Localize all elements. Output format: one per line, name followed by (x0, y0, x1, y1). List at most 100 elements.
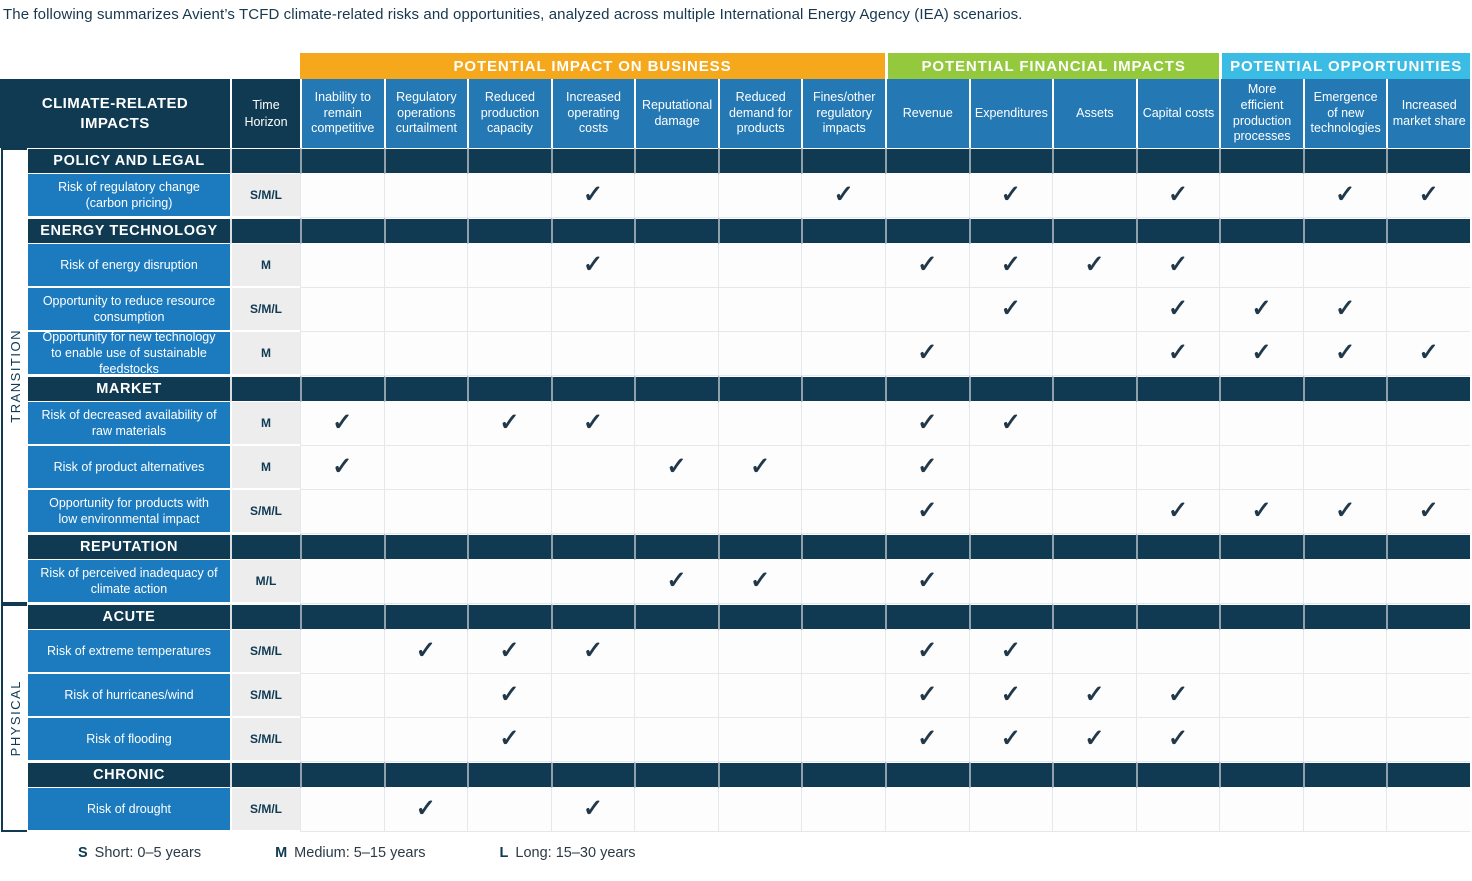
column-header: Expenditures (968, 79, 1053, 148)
matrix-cell: ✓ (1219, 490, 1303, 534)
check-icon: ✓ (499, 680, 520, 708)
matrix-cell (1052, 174, 1136, 218)
check-icon: ✓ (582, 250, 604, 278)
matrix-cell (300, 490, 384, 534)
matrix-cell (300, 244, 384, 288)
matrix-cell: ✓ (634, 446, 718, 490)
section-band-cell (467, 218, 551, 244)
check-icon: ✓ (1335, 496, 1356, 524)
section-band-cell (550, 534, 635, 560)
section-band-cell (1135, 218, 1220, 244)
matrix-cell: ✓ (717, 560, 802, 604)
check-icon: ✓ (1084, 724, 1105, 752)
section-band-cell (1386, 218, 1470, 244)
matrix-cell (968, 560, 1053, 604)
matrix-cell (1135, 402, 1220, 446)
check-icon: ✓ (917, 680, 938, 708)
matrix-cell: ✓ (1135, 332, 1220, 376)
matrix-cell (383, 560, 468, 604)
matrix-cell (1302, 446, 1387, 490)
matrix-cell: ✓ (1135, 288, 1220, 332)
section-band-cell (1135, 148, 1220, 174)
group-header-business: POTENTIAL IMPACT ON BUSINESS (300, 53, 885, 79)
matrix-cell: ✓ (550, 244, 635, 288)
section-band-cell (300, 762, 384, 788)
section-band-cell (968, 604, 1053, 630)
section-band-cell (717, 376, 802, 402)
section-band-cell (467, 148, 551, 174)
matrix-cell: ✓ (1052, 718, 1136, 762)
check-icon: ✓ (582, 180, 604, 208)
column-header: Increased market share (1386, 79, 1470, 148)
check-icon: ✓ (1418, 338, 1439, 366)
matrix-cell (1219, 244, 1303, 288)
section-band-cell (884, 148, 969, 174)
matrix-cell (634, 174, 718, 218)
section-band-cell (717, 604, 802, 630)
legend-item: M Medium: 5–15 years (275, 845, 425, 861)
matrix-cell (1386, 560, 1470, 604)
section-header: MARKET (28, 376, 230, 402)
section-band-cell (884, 534, 969, 560)
matrix-cell (1386, 674, 1470, 718)
matrix-cell (884, 788, 969, 832)
matrix-cell: ✓ (467, 402, 551, 446)
matrix-cell: ✓ (1052, 674, 1136, 718)
section-band-cell (230, 376, 300, 402)
column-header: Reputational damage (634, 79, 718, 148)
section-band-cell (968, 218, 1053, 244)
matrix-cell (300, 718, 384, 762)
matrix-cell (383, 718, 468, 762)
section-band-cell (300, 148, 384, 174)
section-band-cell (383, 534, 468, 560)
section-band-cell (1052, 376, 1136, 402)
matrix-cell: ✓ (1135, 718, 1220, 762)
matrix-cell (1386, 718, 1470, 762)
matrix-cell (717, 718, 802, 762)
matrix-cell (467, 490, 551, 534)
time-horizon-header: Time Horizon (230, 79, 300, 148)
section-band-cell (550, 604, 635, 630)
check-icon: ✓ (582, 408, 604, 436)
time-horizon-cell: S/M/L (230, 674, 300, 718)
check-icon: ✓ (917, 452, 938, 480)
section-band-cell (1135, 762, 1220, 788)
check-icon: ✓ (750, 566, 771, 594)
column-header: Increased operating costs (550, 79, 635, 148)
section-band-cell (467, 376, 551, 402)
matrix-cell: ✓ (467, 674, 551, 718)
column-header: Fines/other regulatory impacts (801, 79, 885, 148)
row-label: Risk of energy disruption (28, 244, 230, 288)
matrix-cell (1386, 788, 1470, 832)
matrix-cell: ✓ (968, 718, 1053, 762)
matrix-cell (634, 630, 718, 674)
matrix-cell (467, 174, 551, 218)
time-horizon-cell: M (230, 332, 300, 376)
check-icon: ✓ (1251, 338, 1272, 366)
check-icon: ✓ (1000, 680, 1021, 708)
matrix-cell (467, 332, 551, 376)
matrix-cell (1386, 630, 1470, 674)
section-band-cell (1386, 762, 1470, 788)
matrix-cell (1219, 174, 1303, 218)
matrix-cell (300, 288, 384, 332)
section-band-cell (550, 148, 635, 174)
time-horizon-cell: S/M/L (230, 718, 300, 762)
section-band-cell (968, 376, 1053, 402)
section-band-cell (383, 376, 468, 402)
section-band-cell (968, 762, 1053, 788)
section-band-cell (230, 148, 300, 174)
matrix-cell (383, 402, 468, 446)
matrix-cell: ✓ (467, 718, 551, 762)
time-horizon-cell: M (230, 402, 300, 446)
matrix-cell (1052, 630, 1136, 674)
matrix-cell (1135, 446, 1220, 490)
section-band-cell (1052, 762, 1136, 788)
section-band-cell (801, 218, 885, 244)
section-band-cell (300, 534, 384, 560)
group-header-financial: POTENTIAL FINANCIAL IMPACTS (884, 53, 1220, 79)
matrix-cell (383, 674, 468, 718)
time-horizon-cell: M (230, 446, 300, 490)
legend-key: L (499, 845, 509, 861)
section-band-cell (230, 218, 300, 244)
